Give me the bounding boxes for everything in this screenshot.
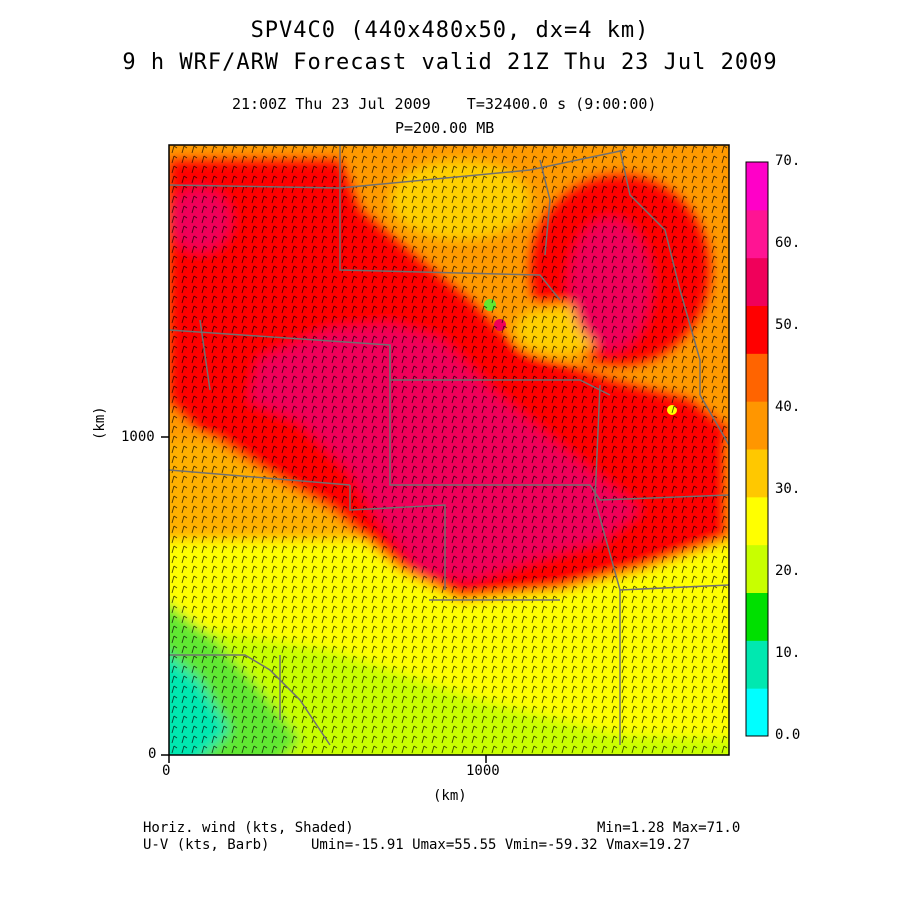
colorbar-segment bbox=[746, 353, 768, 402]
title-line-1: SPV4C0 (440x480x50, dx=4 km) bbox=[250, 18, 650, 43]
x-axis-unit: (km) bbox=[433, 788, 467, 804]
colorbar-segment bbox=[746, 592, 768, 641]
y-tick-0: 0 bbox=[148, 746, 157, 762]
colorbar-frame bbox=[745, 161, 769, 737]
colorbar-segment bbox=[746, 209, 768, 259]
time-line: 21:00Z Thu 23 Jul 2009 T=32400.0 s (9:00… bbox=[232, 95, 657, 113]
plot-frame bbox=[168, 144, 730, 756]
colorbar-segment bbox=[746, 401, 768, 450]
y-tick-1000: 1000 bbox=[121, 429, 155, 445]
colorbar-segment bbox=[746, 449, 768, 498]
y-axis-unit: (km) bbox=[92, 406, 108, 440]
field2-stats: Umin=-15.91 Umax=55.55 Vmin=-59.32 Vmax=… bbox=[311, 837, 691, 853]
colorbar-segment bbox=[746, 496, 768, 546]
colorbar-label: 50. bbox=[775, 317, 801, 333]
colorbar bbox=[746, 162, 768, 737]
title-line-2: 9 h WRF/ARW Forecast valid 21Z Thu 23 Ju… bbox=[122, 50, 778, 75]
pressure-level: P=200.00 MB bbox=[395, 119, 495, 137]
x-tick-0: 0 bbox=[162, 763, 171, 779]
colorbar-segment bbox=[746, 162, 768, 211]
colorbar-label: 0.0 bbox=[775, 727, 801, 743]
field1-stats: Min=1.28 Max=71.0 bbox=[597, 820, 741, 836]
colorbar-segment bbox=[746, 257, 768, 306]
colorbar-segment bbox=[746, 640, 768, 689]
field1-label: Horiz. wind (kts, Shaded) bbox=[143, 820, 354, 836]
colorbar-label: 20. bbox=[775, 563, 801, 579]
wind-speed-field bbox=[169, 145, 729, 755]
colorbar-label: 60. bbox=[775, 235, 801, 251]
colorbar-label: 70. bbox=[775, 153, 801, 169]
field2-label: U-V (kts, Barb) bbox=[143, 837, 270, 853]
colorbar-label: 40. bbox=[775, 399, 801, 415]
axis-ticks bbox=[161, 436, 487, 763]
colorbar-label: 30. bbox=[775, 481, 801, 497]
colorbar-segment bbox=[746, 688, 768, 737]
colorbar-segment bbox=[746, 544, 768, 593]
colorbar-segment bbox=[746, 305, 768, 354]
colorbar-label: 10. bbox=[775, 645, 801, 661]
x-tick-1000: 1000 bbox=[466, 763, 500, 779]
